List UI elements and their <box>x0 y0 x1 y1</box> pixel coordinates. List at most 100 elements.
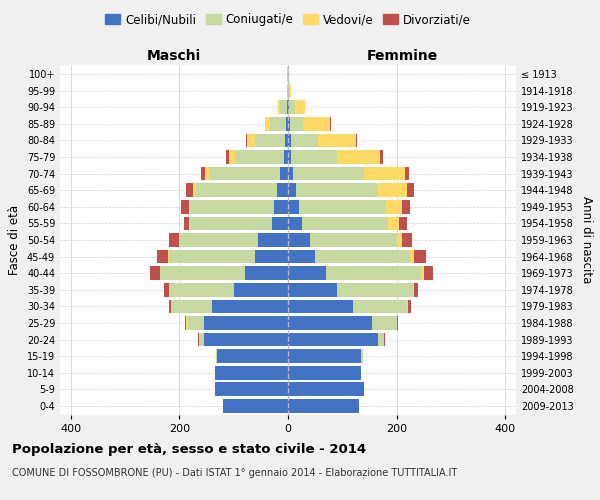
Y-axis label: Fasce di età: Fasce di età <box>8 205 21 275</box>
Bar <box>169 283 234 296</box>
Bar <box>234 283 288 296</box>
Bar <box>337 283 413 296</box>
Bar <box>424 266 433 280</box>
Bar <box>288 184 296 197</box>
Bar <box>377 332 384 346</box>
Bar <box>247 134 255 147</box>
Bar <box>326 266 421 280</box>
Bar <box>280 167 288 180</box>
Bar <box>410 250 415 264</box>
Bar <box>288 283 337 296</box>
Bar <box>361 350 363 363</box>
Text: COMUNE DI FOSSOMBRONE (PU) - Dati ISTAT 1° gennaio 2014 - Elaborazione TUTTITALI: COMUNE DI FOSSOMBRONE (PU) - Dati ISTAT … <box>12 468 457 477</box>
Bar <box>280 100 287 114</box>
Bar <box>287 84 288 98</box>
Bar <box>200 167 205 180</box>
Bar <box>295 100 305 114</box>
Bar <box>190 216 272 230</box>
Bar <box>288 84 289 98</box>
Bar <box>289 84 291 98</box>
Y-axis label: Anni di nascita: Anni di nascita <box>580 196 593 284</box>
Bar <box>356 134 357 147</box>
Bar <box>235 150 284 164</box>
Bar <box>288 250 315 264</box>
Bar <box>318 134 356 147</box>
Bar <box>421 266 424 280</box>
Bar <box>187 184 193 197</box>
Bar <box>288 117 290 130</box>
Bar <box>278 100 280 114</box>
Bar <box>217 350 288 363</box>
Bar <box>169 250 256 264</box>
Bar <box>258 233 288 247</box>
Bar <box>212 300 288 313</box>
Bar <box>288 100 289 114</box>
Bar <box>299 200 386 213</box>
Bar <box>223 399 288 412</box>
Bar <box>287 100 288 114</box>
Bar <box>189 216 190 230</box>
Bar <box>407 184 414 197</box>
Bar <box>293 167 364 180</box>
Bar <box>288 233 310 247</box>
Bar <box>215 382 288 396</box>
Bar <box>193 184 196 197</box>
Bar <box>288 266 326 280</box>
Bar <box>288 200 299 213</box>
Bar <box>399 216 407 230</box>
Bar <box>284 150 288 164</box>
Bar <box>291 134 318 147</box>
Bar <box>288 216 302 230</box>
Bar <box>408 300 410 313</box>
Bar <box>353 300 407 313</box>
Bar <box>150 266 160 280</box>
Bar <box>288 382 364 396</box>
Bar <box>185 316 187 330</box>
Bar <box>229 150 235 164</box>
Bar <box>181 200 188 213</box>
Bar <box>288 332 377 346</box>
Bar <box>274 200 288 213</box>
Bar <box>187 316 188 330</box>
Bar <box>337 150 380 164</box>
Bar <box>171 300 212 313</box>
Bar <box>288 366 361 380</box>
Bar <box>179 233 258 247</box>
Bar <box>288 134 291 147</box>
Bar <box>200 332 204 346</box>
Bar <box>413 283 414 296</box>
Bar <box>303 117 331 130</box>
Bar <box>245 134 247 147</box>
Bar <box>296 184 377 197</box>
Bar <box>414 283 418 296</box>
Bar <box>286 117 288 130</box>
Bar <box>380 150 383 164</box>
Bar <box>209 167 280 180</box>
Bar <box>205 167 209 180</box>
Bar <box>310 233 397 247</box>
Text: Femmine: Femmine <box>367 48 437 62</box>
Bar <box>291 150 337 164</box>
Bar <box>269 117 286 130</box>
Bar <box>265 117 269 130</box>
Text: Maschi: Maschi <box>147 48 201 62</box>
Bar <box>397 233 402 247</box>
Bar <box>288 316 372 330</box>
Bar <box>315 250 410 264</box>
Bar <box>405 167 409 180</box>
Legend: Celibi/Nubili, Coniugati/e, Vedovi/e, Divorziati/e: Celibi/Nubili, Coniugati/e, Vedovi/e, Di… <box>100 8 476 31</box>
Bar <box>402 233 412 247</box>
Bar <box>288 350 361 363</box>
Bar <box>388 216 399 230</box>
Bar <box>289 100 295 114</box>
Bar <box>386 200 402 213</box>
Bar <box>364 167 405 180</box>
Bar <box>288 300 353 313</box>
Bar <box>160 266 245 280</box>
Bar <box>157 250 168 264</box>
Bar <box>256 250 288 264</box>
Bar <box>184 216 189 230</box>
Bar <box>288 150 291 164</box>
Bar <box>302 216 388 230</box>
Bar <box>188 316 204 330</box>
